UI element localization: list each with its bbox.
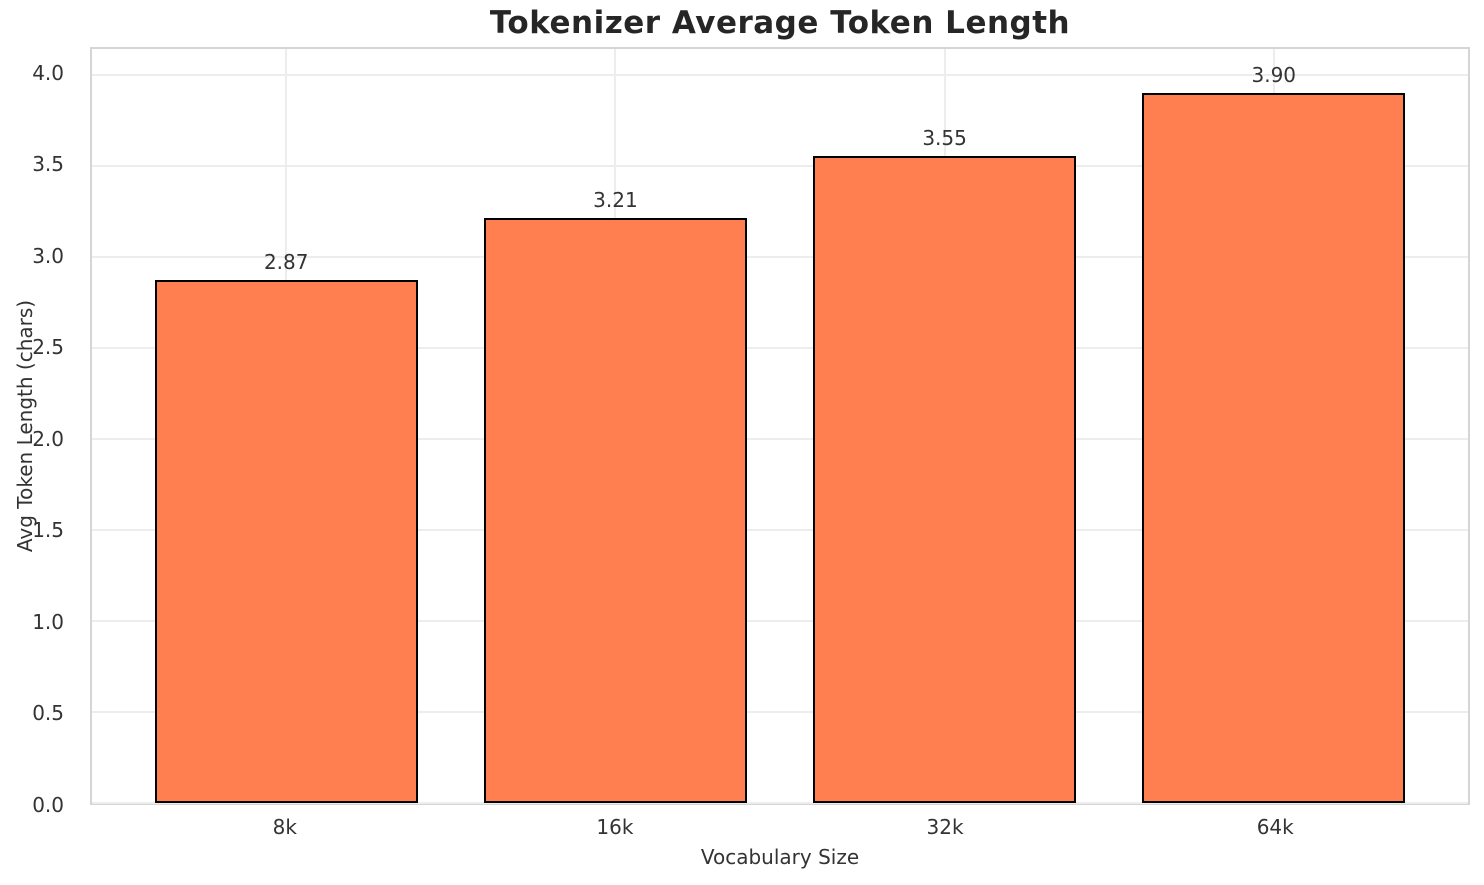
h-gridline	[92, 528, 1468, 531]
h-gridline	[92, 437, 1468, 440]
y-tick-label: 0.5	[32, 701, 64, 726]
h-gridline	[92, 710, 1468, 713]
x-tick-labels: 8k 16k 32k 64k	[90, 805, 1470, 839]
bar-value-label: 3.55	[922, 126, 967, 151]
bar-value-label: 3.21	[593, 188, 638, 213]
bar-64k	[1142, 92, 1406, 803]
y-tick-label: 3.5	[32, 152, 64, 177]
y-tick-label: 2.0	[32, 426, 64, 451]
y-tick-label: 4.0	[32, 60, 64, 85]
bar-32k	[812, 156, 1077, 803]
h-gridline	[92, 802, 1468, 804]
bar-8k	[154, 280, 418, 803]
chart-title: Tokenizer Average Token Length	[489, 5, 1071, 41]
bar-value-label: 2.87	[263, 250, 309, 275]
x-tick-label-32k: 32k	[926, 815, 964, 839]
y-tick-labels: 0.0 0.5 1.0 1.5 2.0 2.5 3.0 3.5 4.0	[0, 47, 76, 817]
bar-value-label: 3.90	[1251, 62, 1297, 87]
h-gridline	[92, 346, 1468, 349]
y-tick-label: 2.5	[32, 335, 64, 360]
bar-16k	[483, 218, 748, 803]
y-tick-label: 1.5	[32, 518, 64, 543]
x-tick-label-16k: 16k	[596, 815, 634, 839]
plot-area: 2.87 3.21 3.55 3.90	[90, 47, 1470, 805]
y-tick-label: 1.0	[32, 609, 64, 634]
h-gridline	[92, 255, 1468, 258]
y-tick-label: 3.0	[32, 243, 64, 268]
x-axis-label: Vocabulary Size	[700, 845, 860, 869]
x-tick-label-8k: 8k	[272, 815, 297, 839]
h-gridline	[92, 73, 1468, 76]
h-gridline	[92, 164, 1468, 167]
y-tick-label: 0.0	[32, 793, 64, 817]
h-gridline	[92, 619, 1468, 622]
x-tick-label-64k: 64k	[1256, 815, 1294, 839]
